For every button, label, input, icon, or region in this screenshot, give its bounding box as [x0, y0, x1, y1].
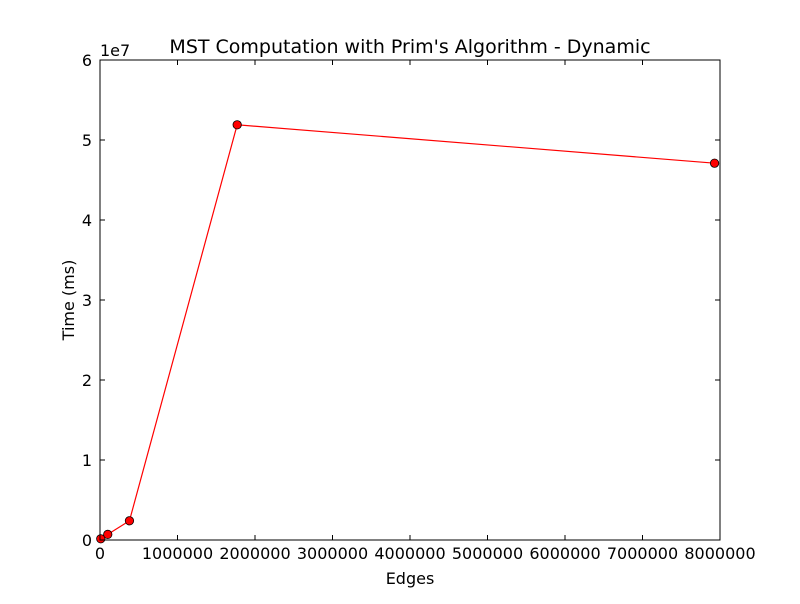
y-axis: 0 1 2 3 4 5 6: [82, 51, 720, 550]
x-tick-label: 8000000: [684, 544, 755, 563]
data-point: [124, 516, 135, 526]
y-tick-label: 3: [82, 291, 92, 310]
y-axis-label: Time (ms): [59, 260, 78, 342]
x-tick-label: 6000000: [529, 544, 600, 563]
x-tick-label: 3000000: [297, 544, 368, 563]
y-tick-label: 4: [82, 211, 92, 230]
y-scale-label: 1e7: [100, 41, 130, 60]
data-point: [709, 158, 720, 168]
x-axis: 0 1000000 2000000 3000000 4000000 5000000 6000…: [95, 60, 756, 563]
y-tick-label: 6: [82, 51, 92, 70]
y-tick-label: 0: [82, 531, 92, 550]
x-tick-label: 4000000: [374, 544, 445, 563]
y-tick-label: 5: [82, 131, 92, 150]
y-tick-label: 2: [82, 371, 92, 390]
data-point: [232, 120, 242, 130]
data-point: [103, 529, 113, 540]
x-tick-label: 5000000: [452, 544, 523, 563]
x-tick-label: 1000000: [142, 544, 213, 563]
x-tick-label: 2000000: [219, 544, 290, 563]
x-axis-label: Edges: [386, 569, 435, 588]
x-tick-label: 0: [95, 544, 105, 563]
x-tick-label: 7000000: [607, 544, 678, 563]
y-tick-label: 1: [82, 451, 92, 470]
chart-title: MST Computation with Prim's Algorithm - …: [169, 36, 650, 58]
plot-area: [96, 120, 720, 544]
data-point: [96, 534, 106, 544]
